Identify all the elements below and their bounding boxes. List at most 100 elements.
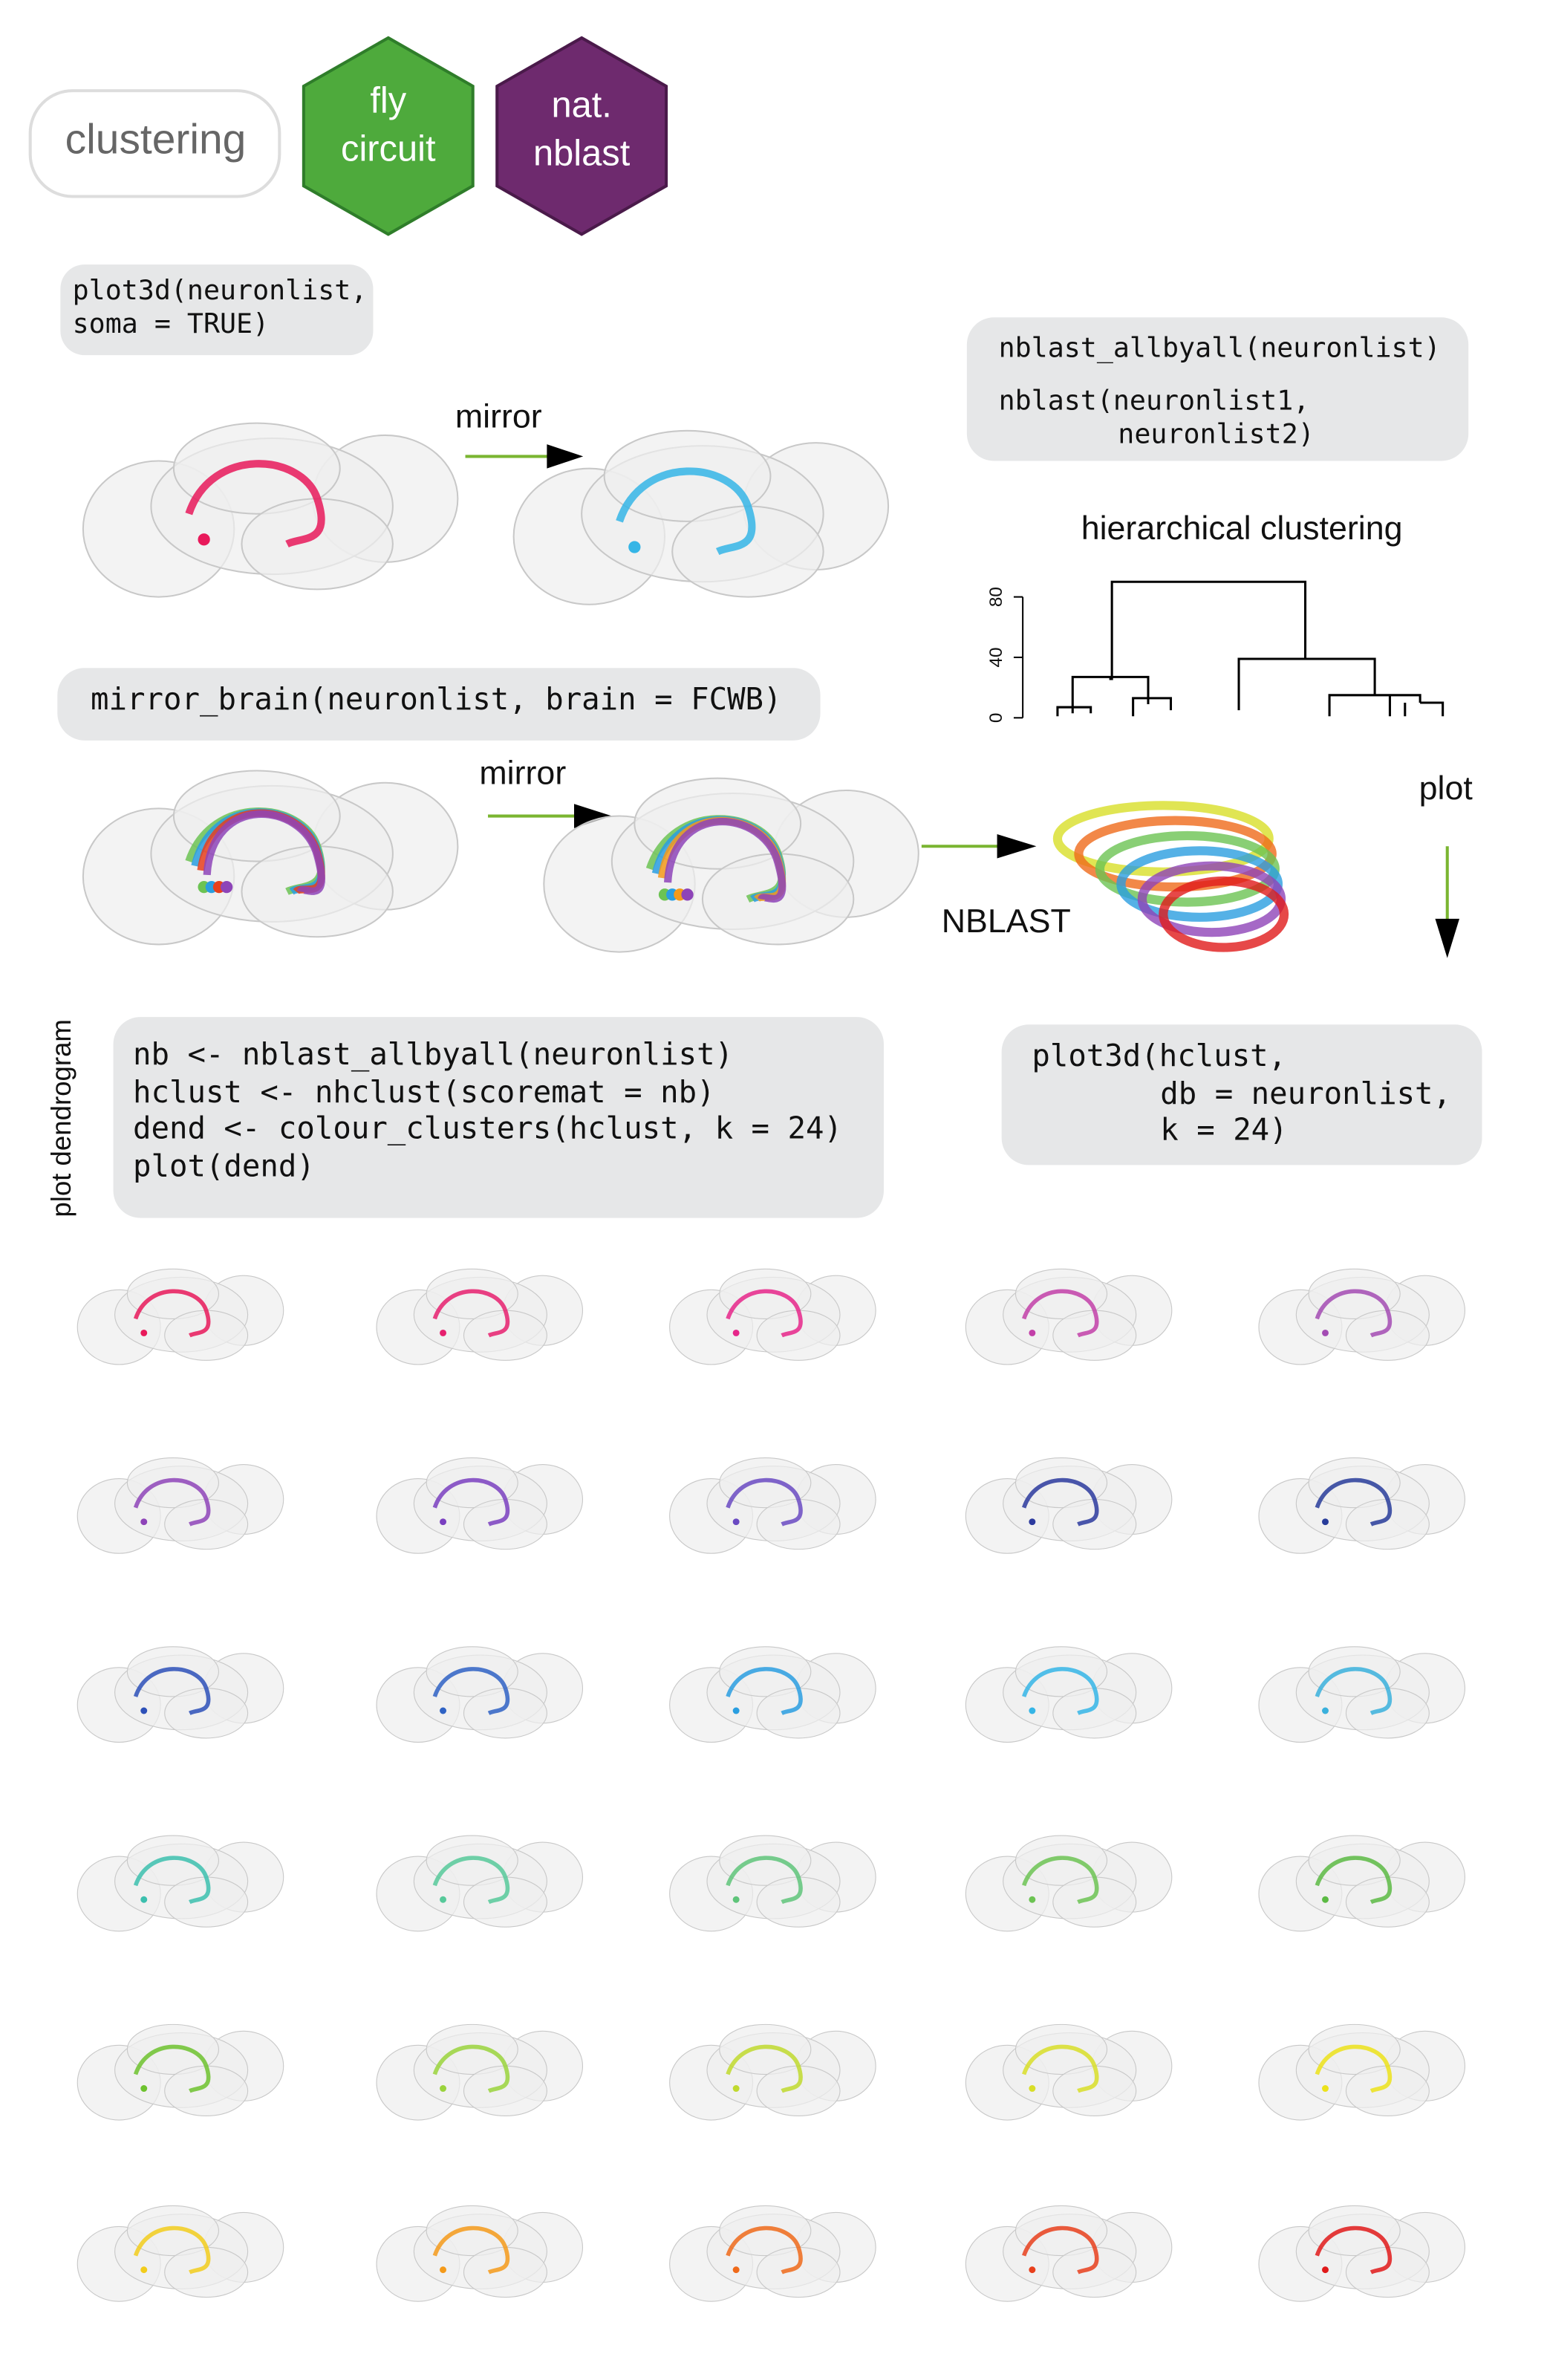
brain: [669, 1268, 876, 1365]
badge: [28, 89, 281, 198]
label: mirror: [455, 397, 542, 435]
neuron: [1315, 1667, 1393, 1715]
soma: [732, 1896, 740, 1903]
brain-lobe: [719, 1835, 812, 1886]
neuron: [432, 2044, 510, 2093]
soma: [440, 1896, 446, 1903]
brain-lobe: [126, 2205, 220, 2257]
brain-lobe: [126, 1646, 220, 1697]
neuron: [133, 1856, 211, 1905]
brain-lobe: [1308, 2023, 1401, 2075]
code-line: nblast(neuronlist1,: [999, 385, 1310, 417]
neuron: [203, 810, 325, 895]
soma: [220, 881, 233, 894]
brain-lobe: [1014, 2023, 1108, 2075]
brain: [76, 2023, 284, 2121]
code-line: mirror_brain(neuronlist, brain = FCWB): [91, 681, 782, 717]
badge-text: nblast: [533, 133, 631, 173]
neuron: [1315, 1477, 1393, 1526]
neuron: [726, 2225, 803, 2275]
code-line: dend <- colour_clusters(hclust, k = 24): [133, 1111, 842, 1146]
brain-lobe: [126, 2023, 220, 2075]
neuron: [726, 1289, 803, 1338]
brain-lobe: [1308, 2205, 1401, 2257]
brains: [76, 422, 1466, 2302]
neuron: [432, 1856, 510, 1905]
soma: [732, 1329, 740, 1336]
dendrogram-title: hierarchical clustering: [1081, 510, 1403, 547]
brain: [76, 1835, 284, 1932]
brain-lobe: [1308, 1268, 1401, 1319]
brain: [376, 2023, 584, 2121]
hex-badge: [495, 36, 668, 236]
badge-text: clustering: [65, 115, 247, 163]
brain: [82, 422, 459, 598]
soma: [140, 2266, 148, 2274]
brain-lobe: [1014, 2205, 1108, 2257]
soma: [198, 533, 210, 546]
brain-lobe: [426, 1646, 518, 1697]
brain: [669, 2023, 876, 2121]
brain: [669, 1835, 876, 1932]
brain-lobe: [1308, 1646, 1401, 1697]
code-line: nb <- nblast_allbyall(neuronlist): [133, 1036, 733, 1072]
brain: [965, 2023, 1173, 2121]
brain-lobe: [426, 2023, 518, 2075]
label: plot: [1419, 770, 1473, 807]
soma: [140, 2085, 148, 2092]
neuron: [1315, 2044, 1393, 2093]
brain-lobe: [719, 1646, 812, 1697]
neuron: [432, 1477, 510, 1526]
brain-lobe: [1014, 1646, 1108, 1697]
brain: [543, 777, 919, 953]
neuron: [133, 2044, 211, 2093]
code-box: [60, 264, 374, 356]
neuron: [664, 818, 786, 903]
neuron: [726, 1856, 803, 1905]
nblast-cloud: [1052, 801, 1289, 952]
brain: [965, 1457, 1173, 1554]
code-box: [113, 1017, 884, 1218]
neuron: [1315, 2225, 1393, 2275]
labels: mirror mirror NBLAST plot plot dendrogra…: [46, 397, 1473, 1217]
brain-lobe: [426, 1835, 518, 1886]
arrow-head: [1435, 918, 1460, 958]
brain: [965, 1268, 1173, 1365]
neuron: [1022, 1856, 1099, 1905]
brain-lobe: [1014, 1457, 1108, 1509]
soma: [140, 1329, 148, 1336]
brain: [512, 429, 890, 605]
brain-lobe: [1014, 1268, 1108, 1319]
soma: [681, 888, 694, 901]
brain: [669, 1646, 876, 1743]
soma: [1322, 1518, 1329, 1526]
neuron: [432, 1667, 510, 1715]
neuron: [1022, 1289, 1099, 1338]
soma: [732, 2085, 740, 2092]
badge-text: circuit: [341, 129, 436, 169]
brain-lobe: [426, 2205, 518, 2257]
brain: [376, 1835, 584, 1932]
neuron: [133, 1289, 211, 1338]
brain-lobe: [719, 2205, 812, 2257]
soma: [1322, 2266, 1329, 2274]
label: mirror: [479, 754, 566, 791]
brain-lobe: [1308, 1835, 1401, 1886]
code-line: plot3d(hclust,: [1032, 1038, 1286, 1073]
soma: [140, 1518, 148, 1526]
soma: [1029, 1329, 1036, 1336]
brain: [669, 2205, 876, 2302]
brain: [965, 1646, 1173, 1743]
neuron: [1315, 1856, 1393, 1905]
dendrogram: hierarchical clustering 0 40 80: [986, 510, 1488, 723]
neuron: [1022, 2225, 1099, 2275]
neuron: [616, 467, 756, 556]
brain-lobe: [719, 1268, 812, 1319]
brain-lobe: [126, 1268, 220, 1319]
code-line: plot3d(neuronlist,: [73, 274, 368, 306]
brain-lobe: [126, 1835, 220, 1886]
soma: [440, 2085, 446, 2092]
brain: [1258, 2023, 1466, 2121]
neuron: [185, 460, 325, 548]
label: NBLAST: [942, 903, 1071, 940]
